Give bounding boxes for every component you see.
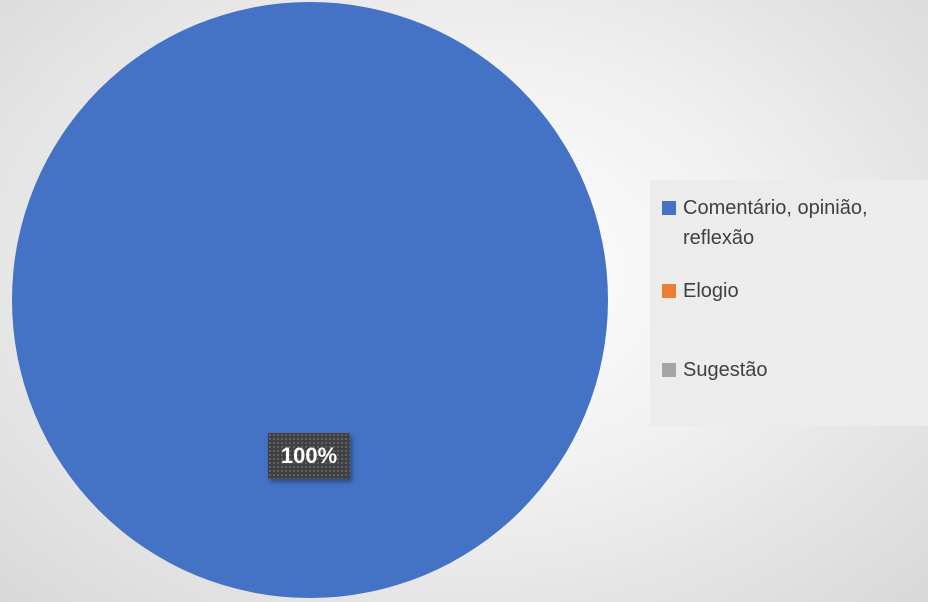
- legend-swatch-comentario: [662, 201, 676, 215]
- legend-swatch-sugestao: [662, 363, 676, 377]
- legend-label-sugestao: Sugestão: [683, 359, 768, 381]
- data-label-comentario: 100%: [268, 433, 350, 479]
- chart-legend: Comentário, opinião, reflexão Elogio Sug…: [650, 180, 928, 426]
- legend-label-comentario-line2: reflexão: [683, 227, 755, 249]
- legend-swatch-elogio: [662, 284, 676, 298]
- legend-label-comentario-line1: Comentário, opinião,: [683, 197, 868, 219]
- pie-slice-comentario: [12, 2, 608, 598]
- legend-label-comentario: Comentário, opinião, reflexão: [683, 193, 868, 253]
- legend-label-elogio: Elogio: [683, 280, 739, 302]
